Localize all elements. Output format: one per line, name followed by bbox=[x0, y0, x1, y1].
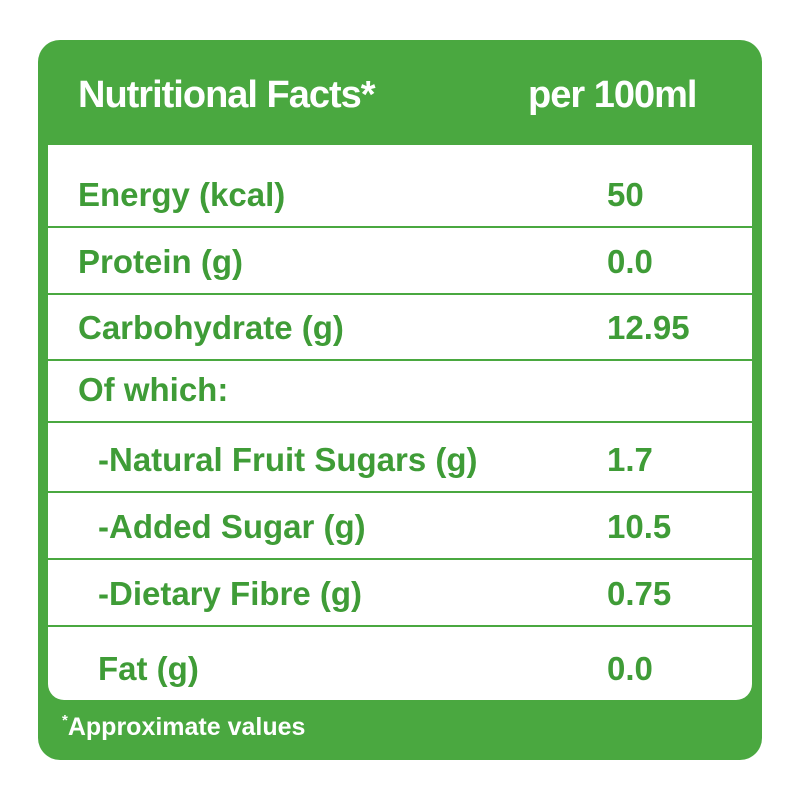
row-value: 1.7 bbox=[607, 441, 653, 478]
row-label: Of which: bbox=[78, 371, 229, 408]
footnote-text: Approximate values bbox=[67, 713, 306, 741]
row-value: 0.0 bbox=[607, 650, 653, 687]
row-label: Fat (g) bbox=[98, 650, 199, 687]
table-row: Energy (kcal) 50 bbox=[48, 145, 752, 228]
table-row: Fat (g) 0.0 bbox=[48, 627, 752, 700]
row-label: Energy (kcal) bbox=[78, 176, 286, 213]
table-row: Carbohydrate (g) 12.95 bbox=[48, 295, 752, 361]
header-title: Nutritional Facts* bbox=[78, 74, 376, 116]
row-label: -Added Sugar (g) bbox=[98, 508, 366, 545]
nutrition-table: Energy (kcal) 50 Protein (g) 0.0 Carbohydrat… bbox=[48, 145, 752, 700]
row-value: 0.75 bbox=[607, 575, 672, 612]
row-label: -Dietary Fibre (g) bbox=[98, 575, 363, 612]
table-row: Of which: bbox=[48, 361, 752, 423]
row-value: 0.0 bbox=[607, 243, 653, 280]
footnote: *Approximate values bbox=[62, 712, 305, 742]
footnote-mark: * bbox=[62, 712, 68, 729]
nutrition-card: Nutritional Facts* per 100ml Energy (kca… bbox=[38, 40, 762, 760]
row-label: Protein (g) bbox=[78, 243, 243, 280]
row-label: -Natural Fruit Sugars (g) bbox=[98, 441, 478, 478]
header-unit: per 100ml bbox=[528, 74, 697, 116]
table-row: -Dietary Fibre (g) 0.75 bbox=[48, 560, 752, 627]
table-row: -Added Sugar (g) 10.5 bbox=[48, 493, 752, 560]
row-value: 50 bbox=[607, 176, 644, 213]
row-value: 10.5 bbox=[607, 508, 672, 545]
table-row: -Natural Fruit Sugars (g) 1.7 bbox=[48, 423, 752, 493]
row-value: 12.95 bbox=[607, 309, 690, 346]
row-label: Carbohydrate (g) bbox=[78, 309, 344, 346]
table-row: Protein (g) 0.0 bbox=[48, 228, 752, 295]
